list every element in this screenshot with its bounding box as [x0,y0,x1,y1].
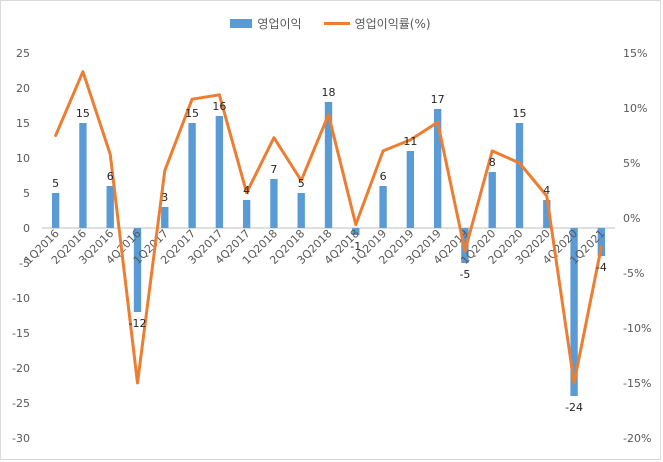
y-left-tick-label: 15 [16,117,30,130]
bar [597,228,606,256]
y-right-tick-label: 15% [623,47,647,60]
y-left-tick-label: -30 [12,432,30,445]
y-right-tick-label: 5% [623,157,640,170]
bar [215,116,224,228]
y-right-tick-label: -20% [623,432,651,445]
bar-data-label: -24 [565,401,583,414]
y-left-tick-label: 20 [16,82,30,95]
bar-data-label: 4 [243,184,250,197]
bar-data-label: 5 [298,177,305,190]
y-left-tick-label: 0 [23,222,30,235]
bar-data-label: 6 [107,170,114,183]
bar-data-label: 17 [431,93,445,106]
bar [488,172,496,228]
y-left-tick-label: -25 [12,397,30,410]
legend-swatch-line [323,22,350,25]
y-right-tick-label: -10% [623,322,651,335]
y-left-tick-label: 25 [16,47,30,60]
y-right-tick-label: -5% [623,267,644,280]
bar [161,207,169,228]
bar [352,228,360,235]
bar-data-label: -1 [350,240,361,253]
bar-data-label: 7 [270,163,277,176]
legend-item-operating-profit: 영업이익 [230,15,302,32]
bar [297,193,305,228]
y-left-tick-label: -5 [19,257,30,270]
series-line-operating-margin [54,70,603,385]
bar-data-label: 16 [212,100,226,113]
bar-data-label: 15 [185,107,199,120]
legend-item-operating-margin: 영업이익률(%) [323,15,431,32]
bar-data-label: 15 [513,107,527,120]
bar-data-label: 6 [380,170,387,183]
bar [188,123,196,228]
legend-swatch-bar [230,19,253,28]
bar [106,186,114,228]
bar-data-label: -4 [596,261,607,274]
bar-data-label: 11 [403,135,417,148]
bar [242,200,251,228]
bar-data-label: -5 [459,268,470,281]
bar-data-label: 18 [322,86,336,99]
bar [515,123,524,228]
y-left-tick-label: -15 [12,327,30,340]
y-left-tick-label: -20 [12,362,30,375]
bar-data-label: -12 [129,317,147,330]
bar [133,228,142,312]
bar-data-label: 8 [489,156,496,169]
bar [406,151,415,228]
bar [51,193,60,228]
bar [570,228,578,396]
legend: 영업이익 영업이익률(%) [1,15,660,32]
bar-data-label: 3 [161,191,168,204]
bar-data-label: 15 [76,107,90,120]
legend-label-operating-margin: 영업이익률(%) [354,17,431,31]
bar [324,102,333,228]
y-right-tick-label: 0% [623,212,640,225]
bar-data-label: 5 [52,177,59,190]
y-left-tick-label: 10 [16,152,30,165]
y-left-tick-label: -10 [12,292,30,305]
y-left-tick-label: 5 [23,187,30,200]
bar [433,109,442,228]
legend-label-operating-profit: 영업이익 [257,17,302,31]
bar [79,123,87,228]
bar [379,186,387,228]
y-right-tick-label: 10% [623,102,647,115]
bar [270,179,278,228]
bar-data-label: 4 [543,184,550,197]
y-right-tick-label: -15% [623,377,651,390]
bar [543,200,551,228]
